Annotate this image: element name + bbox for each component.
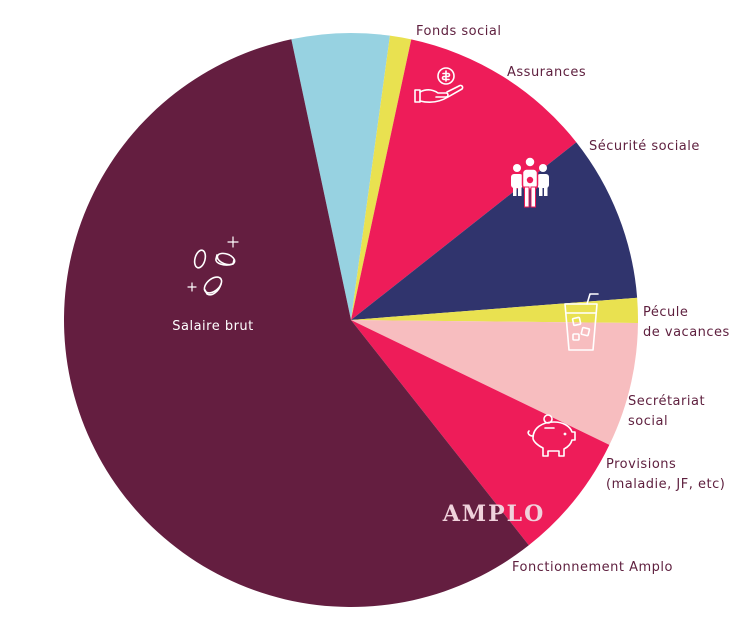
label-pecule-line1: Pécule [643,305,688,320]
piggy-bank-icon [527,414,576,457]
label-fonds-social: Fonds social [416,24,501,39]
label-pecule-line2: de vacances [643,325,730,340]
label-provisions-line1: Provisions [606,457,676,472]
pie-slice-pecule-de-vacances [351,142,638,320]
pie-slices [64,33,638,607]
label-salaire-brut: Salaire brut [172,319,254,334]
pie-slice-securite-sociale [351,39,577,321]
pie-slice-fonctionnement-amplo [351,320,610,546]
label-provisions-line2: (maladie, JF, etc) [606,477,725,492]
pie-slice-assurances [351,35,412,320]
pie-slice-salaire-brut [64,39,529,607]
pie-slice-provisions-maladie-jf-etc [351,320,638,445]
coins-icon [187,236,239,296]
pie-slice-fonds-social [291,33,390,320]
label-fonctionnement-amplo: Fonctionnement Amplo [512,560,673,575]
people-group-icon [511,156,549,208]
label-securite-sociale: Sécurité sociale [589,139,700,154]
label-assurances: Assurances [507,65,586,80]
hand-coin-icon [414,67,464,103]
label-secretariat-line1: Secrétariat [628,394,705,409]
amplo-logo: AMPLO [442,501,546,527]
iced-drink-icon [564,293,599,351]
label-secretariat-line2: social [628,414,668,429]
